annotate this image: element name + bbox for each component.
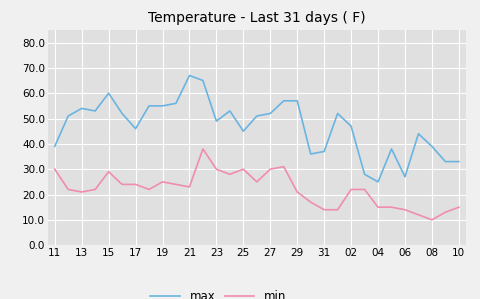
max xyxy=(52,145,58,148)
max xyxy=(119,112,125,115)
min xyxy=(52,167,58,171)
max xyxy=(106,91,111,95)
max xyxy=(281,99,287,103)
max xyxy=(160,104,166,108)
min xyxy=(173,183,179,186)
max xyxy=(92,109,98,113)
max xyxy=(443,160,448,163)
max xyxy=(416,132,421,135)
min xyxy=(240,167,246,171)
min xyxy=(348,188,354,191)
min xyxy=(402,208,408,211)
min xyxy=(132,183,138,186)
max xyxy=(146,104,152,108)
min xyxy=(416,213,421,216)
min xyxy=(281,165,287,168)
max xyxy=(173,102,179,105)
min xyxy=(254,180,260,184)
max xyxy=(132,127,138,130)
min xyxy=(146,188,152,191)
min xyxy=(214,167,219,171)
min xyxy=(119,183,125,186)
min xyxy=(362,188,368,191)
min xyxy=(160,180,166,184)
min xyxy=(267,167,273,171)
max xyxy=(254,114,260,118)
min xyxy=(429,218,435,222)
min xyxy=(294,190,300,194)
max xyxy=(308,152,313,156)
max xyxy=(294,99,300,103)
min xyxy=(443,210,448,214)
min xyxy=(106,170,111,173)
min xyxy=(200,147,206,151)
max xyxy=(362,173,368,176)
min xyxy=(227,173,233,176)
max xyxy=(402,175,408,179)
min xyxy=(308,200,313,204)
Line: min: min xyxy=(55,149,459,220)
max xyxy=(240,129,246,133)
min xyxy=(79,190,84,194)
max xyxy=(348,124,354,128)
min xyxy=(389,205,395,209)
max xyxy=(79,107,84,110)
max xyxy=(187,74,192,77)
max xyxy=(65,114,71,118)
max xyxy=(200,79,206,82)
max xyxy=(389,147,395,151)
Legend: max, min: max, min xyxy=(146,286,291,299)
max xyxy=(227,109,233,113)
min xyxy=(375,205,381,209)
min xyxy=(92,188,98,191)
max xyxy=(456,160,462,163)
min xyxy=(65,188,71,191)
max xyxy=(214,119,219,123)
max xyxy=(335,112,340,115)
min xyxy=(456,205,462,209)
max xyxy=(267,112,273,115)
Title: Temperature - Last 31 days ( F): Temperature - Last 31 days ( F) xyxy=(148,10,366,25)
max xyxy=(375,180,381,184)
min xyxy=(187,185,192,189)
min xyxy=(321,208,327,211)
Line: max: max xyxy=(55,75,459,182)
max xyxy=(321,150,327,153)
max xyxy=(429,145,435,148)
min xyxy=(335,208,340,211)
